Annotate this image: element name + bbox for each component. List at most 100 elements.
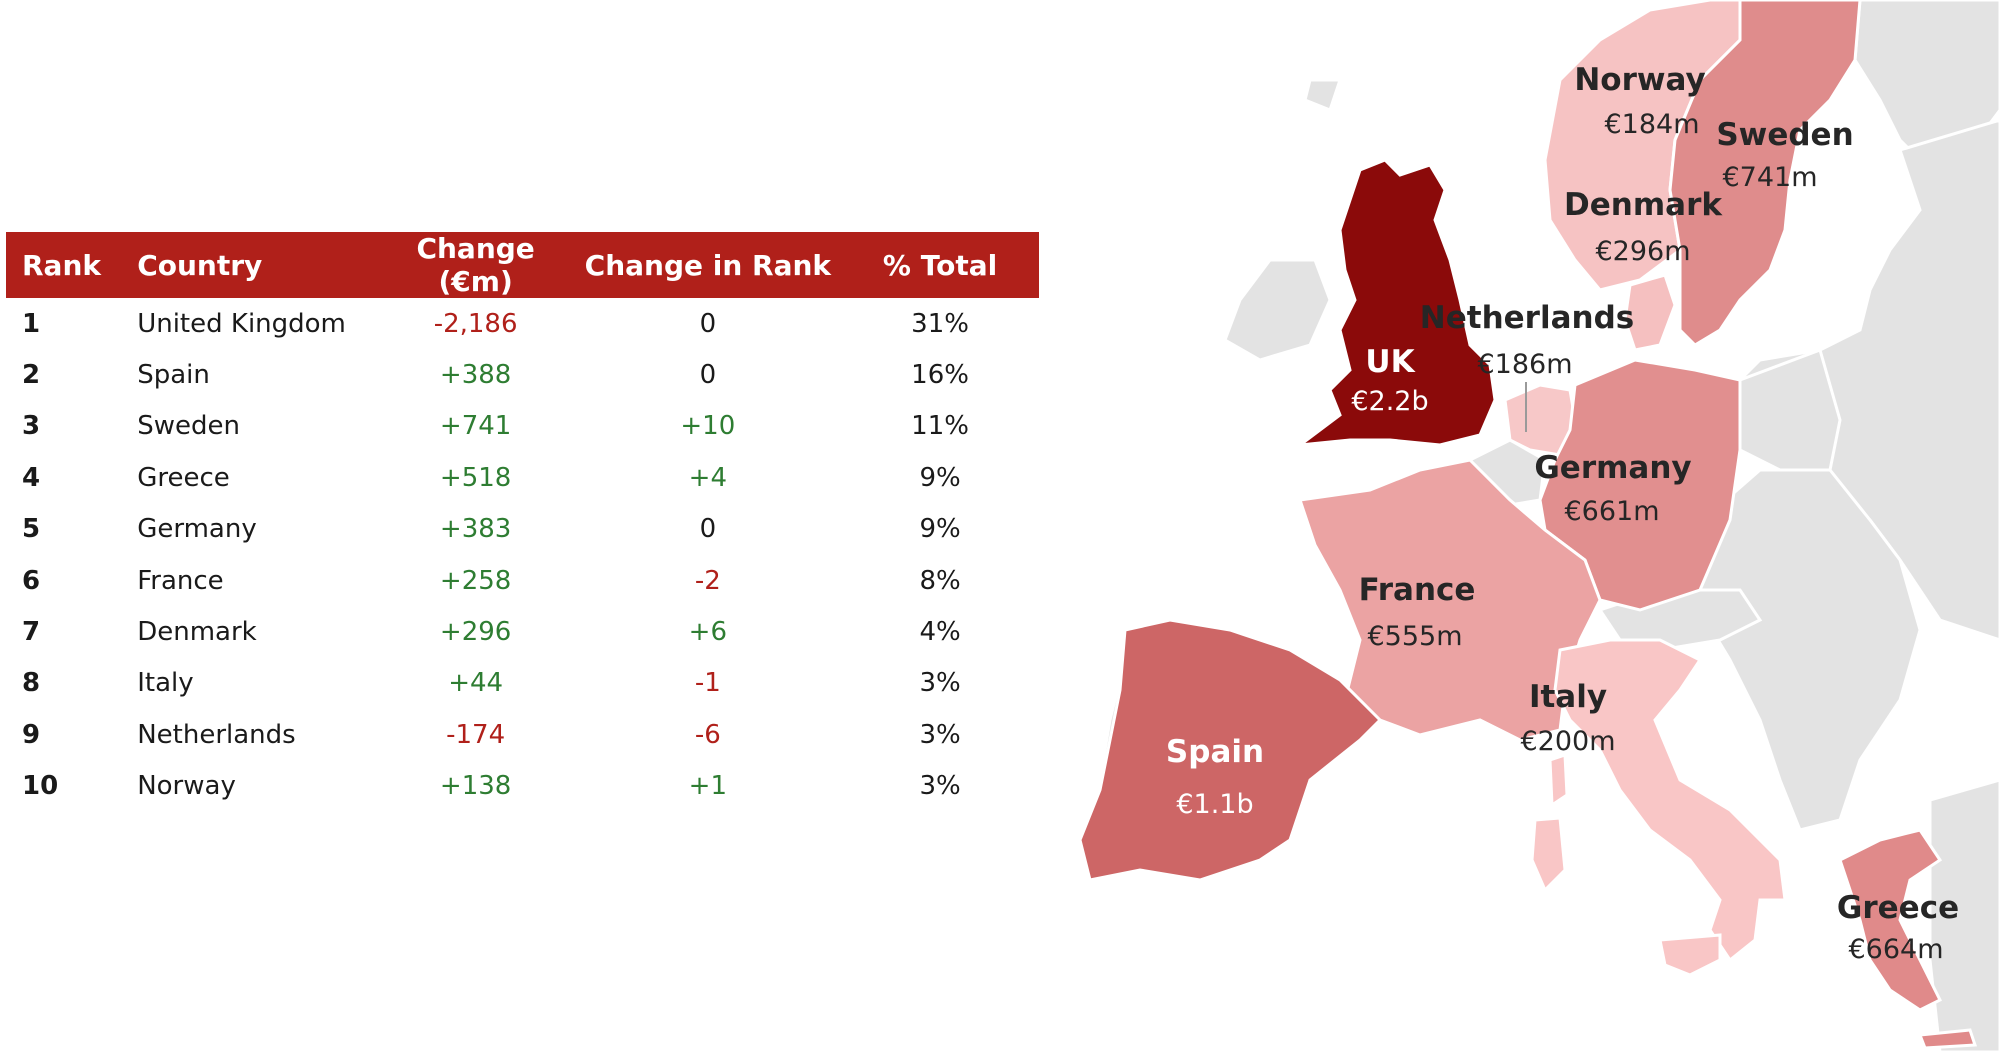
denmark-shape bbox=[1623, 273, 1677, 352]
label-uk-name: UK bbox=[1365, 344, 1415, 380]
label-greece-value: €664m bbox=[1848, 934, 1943, 965]
cell-pct-total: 4% bbox=[919, 617, 961, 648]
cell-country: Denmark bbox=[137, 617, 257, 648]
table-row: 4 Greece +518 +4 9% bbox=[6, 452, 1039, 503]
cell-country: France bbox=[137, 565, 224, 596]
table-row: 3 Sweden +741 +10 11% bbox=[6, 401, 1039, 452]
cell-change-in-rank: 0 bbox=[699, 308, 717, 339]
germany-shape bbox=[1538, 358, 1742, 612]
cell-change: +258 bbox=[439, 565, 512, 596]
cell-pct-total: 11% bbox=[911, 411, 969, 442]
spain-shape bbox=[1078, 618, 1383, 882]
label-germany-value: €661m bbox=[1564, 496, 1659, 527]
cell-change-in-rank: 0 bbox=[699, 360, 717, 391]
corsica-shape bbox=[1548, 752, 1569, 808]
cell-pct-total: 9% bbox=[919, 462, 961, 493]
cell-rank: 2 bbox=[22, 360, 41, 391]
table-row: 5 Germany +383 0 9% bbox=[6, 504, 1039, 555]
label-sweden-name: Sweden bbox=[1716, 117, 1853, 153]
greece-shape bbox=[1838, 828, 1943, 1012]
cell-change: -2,186 bbox=[433, 308, 518, 339]
cell-rank: 1 bbox=[22, 308, 41, 339]
label-spain-name: Spain bbox=[1166, 734, 1264, 770]
cell-rank: 5 bbox=[22, 514, 41, 545]
sweden-shape bbox=[1668, 0, 1862, 347]
cell-change: +388 bbox=[439, 360, 512, 391]
label-netherlands-name: Netherlands bbox=[1420, 300, 1634, 336]
cell-pct-total: 3% bbox=[919, 668, 961, 699]
uk-shape bbox=[1294, 158, 1497, 448]
cell-pct-total: 3% bbox=[919, 719, 961, 750]
italy-shape bbox=[1553, 638, 1787, 963]
cell-pct-total: 9% bbox=[919, 514, 961, 545]
cell-change: +383 bbox=[439, 514, 512, 545]
cell-change-in-rank: +10 bbox=[680, 411, 736, 442]
table-row: 10 Norway +138 +1 3% bbox=[6, 761, 1039, 812]
label-sweden-value: €741m bbox=[1722, 162, 1817, 193]
cell-change: +518 bbox=[439, 462, 512, 493]
label-italy-name: Italy bbox=[1529, 679, 1607, 715]
cell-country: United Kingdom bbox=[137, 308, 346, 339]
cell-change: +138 bbox=[439, 771, 512, 802]
label-france-name: France bbox=[1359, 572, 1476, 608]
label-uk-value: €2.2b bbox=[1351, 386, 1428, 417]
header-pct-total: % Total bbox=[882, 248, 998, 282]
table-row: 9 Netherlands -174 -6 3% bbox=[6, 709, 1039, 760]
iceland-scotland-bits bbox=[1303, 78, 1343, 112]
cell-change: -174 bbox=[446, 719, 506, 750]
table-header-row: Rank Country Change (€m) Change in Rank … bbox=[6, 232, 1039, 298]
label-netherlands-value: €186m bbox=[1477, 349, 1572, 380]
label-denmark-name: Denmark bbox=[1564, 187, 1723, 223]
sicily-shape bbox=[1658, 933, 1722, 977]
header-change: Change (€m) bbox=[416, 232, 535, 298]
label-france-value: €555m bbox=[1367, 621, 1462, 652]
cell-change-in-rank: +6 bbox=[688, 617, 727, 648]
header-change-in-rank: Change in Rank bbox=[584, 248, 832, 282]
cell-rank: 4 bbox=[22, 462, 41, 493]
france-shape bbox=[1298, 458, 1602, 742]
cell-change-in-rank: -1 bbox=[694, 668, 721, 699]
cell-pct-total: 8% bbox=[919, 565, 961, 596]
cell-country: Norway bbox=[137, 771, 236, 802]
cell-rank: 3 bbox=[22, 411, 41, 442]
cell-change: +741 bbox=[439, 411, 512, 442]
map-labels: Norway €184m Sweden €741m Denmark €296m … bbox=[1166, 62, 1959, 965]
cell-change-in-rank: 0 bbox=[699, 514, 717, 545]
cell-change-in-rank: -2 bbox=[694, 565, 721, 596]
central-europe-shape bbox=[1678, 468, 1922, 832]
cell-rank: 8 bbox=[22, 668, 41, 699]
crete-shape bbox=[1917, 1028, 1978, 1050]
cell-country: Spain bbox=[137, 360, 210, 391]
table-row: 8 Italy +44 -1 3% bbox=[6, 658, 1039, 709]
label-denmark-value: €296m bbox=[1595, 236, 1690, 267]
header-rank: Rank bbox=[22, 248, 102, 282]
europe-map: Norway €184m Sweden €741m Denmark €296m … bbox=[1078, 0, 2000, 1052]
cell-change-in-rank: +1 bbox=[688, 771, 727, 802]
cell-change-in-rank: +4 bbox=[688, 462, 727, 493]
label-norway-value: €184m bbox=[1604, 109, 1699, 140]
cell-rank: 10 bbox=[22, 771, 59, 802]
ranking-table: Rank Country Change (€m) Change in Rank … bbox=[6, 232, 1039, 812]
cell-country: Germany bbox=[137, 514, 257, 545]
cell-country: Netherlands bbox=[137, 719, 296, 750]
turkey-shape bbox=[1928, 778, 2000, 1052]
cell-change-in-rank: -6 bbox=[694, 719, 721, 750]
cell-country: Sweden bbox=[137, 411, 240, 442]
table-row: 2 Spain +388 0 16% bbox=[6, 349, 1039, 400]
cell-pct-total: 16% bbox=[911, 360, 969, 391]
label-greece-name: Greece bbox=[1837, 890, 1959, 926]
table-row: 7 Denmark +296 +6 4% bbox=[6, 606, 1039, 657]
label-germany-name: Germany bbox=[1534, 450, 1691, 486]
label-norway-name: Norway bbox=[1574, 62, 1705, 98]
ireland-shape bbox=[1223, 258, 1332, 362]
cell-change: +44 bbox=[448, 668, 504, 699]
label-spain-value: €1.1b bbox=[1176, 789, 1253, 820]
cell-rank: 6 bbox=[22, 565, 41, 596]
cell-pct-total: 3% bbox=[919, 771, 961, 802]
cell-change: +296 bbox=[439, 617, 512, 648]
sardinia-shape bbox=[1530, 816, 1567, 893]
table-row: 6 France +258 -2 8% bbox=[6, 555, 1039, 606]
cell-rank: 9 bbox=[22, 719, 41, 750]
cell-country: Greece bbox=[137, 462, 230, 493]
cell-country: Italy bbox=[137, 668, 194, 699]
